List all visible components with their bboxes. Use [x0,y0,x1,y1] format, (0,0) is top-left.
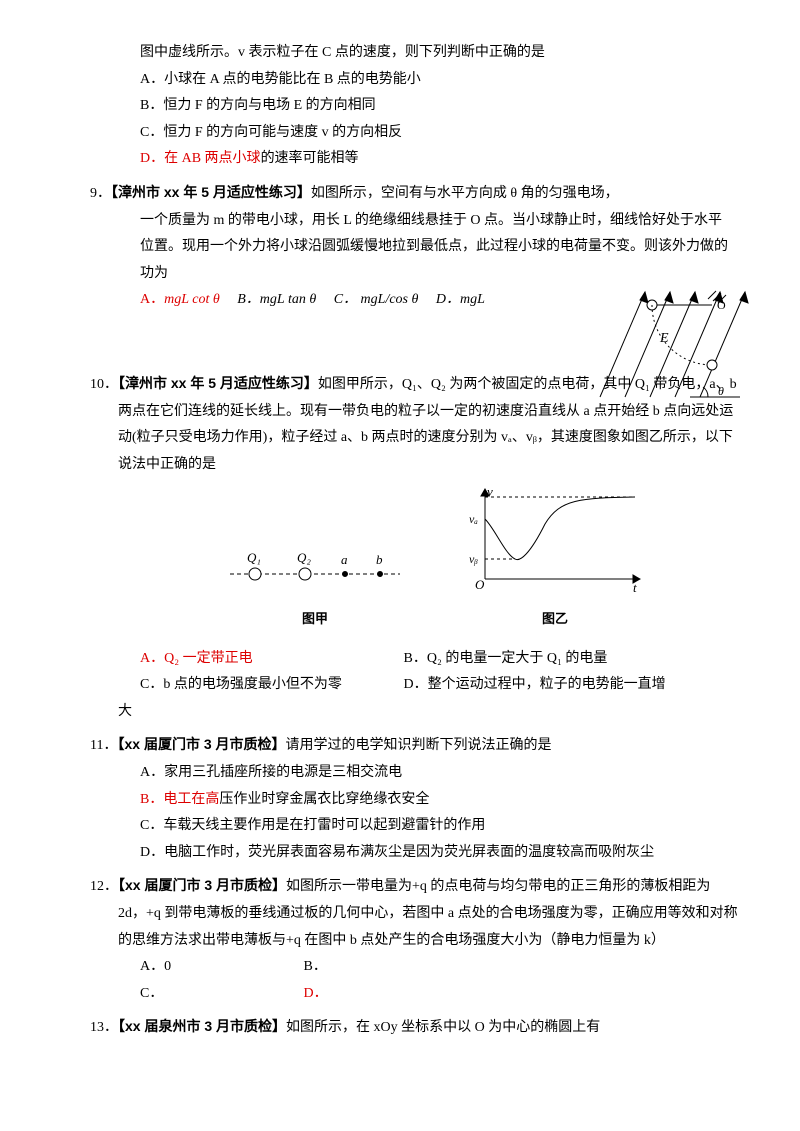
q12-optD: D． [304,986,328,1001]
q11-optB-rest: 压作业时穿金属衣比穿绝缘衣安全 [219,792,429,807]
cont-optA: A．小球在 A 点的电势能比在 B 点的电势能小 [140,67,740,94]
q10-Q2: Q₂ [297,550,311,565]
q10-optB: B．Q₂ 的电量一定大于 Q₁ 的电量 [404,651,608,666]
q10-fig1-cap: 图甲 [225,607,405,632]
cont-stem: 图中虚线所示。v 表示粒子在 C 点的速度，则下列判断中正确的是 [140,40,740,67]
q12-stem: 12．【xx 届厦门市 3 月市质检】如图所示一带电量为+q 的点电荷与均匀带电… [90,872,740,954]
q12-row1: A．0 B． [90,954,740,981]
q11-num: 11． [90,738,117,753]
q10-optA-pre: A． [140,651,164,666]
q10-optD2: 大 [90,699,740,726]
q9-src: 【漳州市 xx 年 5 月适应性练习】 [111,184,311,200]
q9-label-theta: θ [718,384,724,398]
q9-stem: 9．【漳州市 xx 年 5 月适应性练习】如图所示，空间有与水平方向成 θ 角的… [90,179,740,208]
q10-va: vₐ [469,512,478,526]
q11-src: 【xx 届厦门市 3 月市质检】 [117,736,285,752]
q9-optA-pre: A． [140,292,164,307]
cont-optD-rest: 的速率可能相等 [261,151,359,166]
q9-optB: B．mgL tan θ [237,292,316,307]
q12-optC: C． [140,981,300,1008]
q10-fig2-cap: 图乙 [465,607,645,632]
q9-optC: C． mgL/cos θ [334,292,419,307]
q11-optB-red: B．电工在高 [140,792,219,807]
q10-optA: A．Q₂ 一定带正电 [140,646,400,673]
cont-optD-red: D．在 AB 两点小球 [140,151,261,166]
q9-label-O: O [717,298,726,312]
q10-fig1: Q₁ Q₂ a b 图甲 [225,544,405,631]
q10-fig2-svg: v vₐ vᵦ t O [465,484,645,594]
q13-src: 【xx 届泉州市 3 月市质检】 [118,1018,286,1034]
q11-stem: 11．【xx 届厦门市 3 月市质检】请用学过的电学知识判断下列说法正确的是 [90,731,740,760]
q9-body2: 一个质量为 m 的带电小球，用长 L 的绝缘细线悬挂于 O 点。当小球静止时，细… [90,208,740,288]
q9-optA-txt: mgL cot θ [164,292,220,307]
q10-optD: D．整个运动过程中，粒子的电势能一直增 [404,677,666,692]
q11-optB: B．电工在高压作业时穿金属衣比穿绝缘衣安全 [90,787,740,814]
q10-fig1-svg: Q₁ Q₂ a b [225,544,405,594]
question-13: 13．【xx 届泉州市 3 月市质检】如图所示，在 xOy 坐标系中以 O 为中… [90,1013,740,1042]
q9-optA: A．mgL cot θ [140,292,220,307]
cont-optB: B．恒力 F 的方向与电场 E 的方向相同 [140,93,740,120]
q10-figures: Q₁ Q₂ a b 图甲 v [130,484,740,631]
q12-optB: B． [304,959,327,974]
q11-optD: D．电脑工作时，荧光屏表面容易布满灰尘是因为荧光屏表面的温度较高而吸附灰尘 [90,840,740,867]
q13-num: 13． [90,1020,118,1035]
question-9: 9．【漳州市 xx 年 5 月适应性练习】如图所示，空间有与水平方向成 θ 角的… [90,179,740,314]
q9-body1: 如图所示，空间有与水平方向成 θ 角的匀强电场， [311,186,619,201]
q10-num: 10． [90,377,118,392]
cont-optD: D．在 AB 两点小球的速率可能相等 [140,146,740,173]
question-10: 10．【漳州市 xx 年 5 月适应性练习】如图甲所示，Q₁、Q₂ 为两个被固定… [90,370,740,725]
q11-optC: C．车载天线主要作用是在打雷时可以起到避雷针的作用 [90,813,740,840]
q10-a: a [341,552,348,567]
q9-num: 9． [90,186,111,201]
q10-Q1: Q₁ [247,550,261,565]
q10-optC: C．b 点的电场强度最小但不为零 [140,672,400,699]
q13-body: 如图所示，在 xOy 坐标系中以 O 为中心的椭圆上有 [286,1020,600,1035]
q10-src: 【漳州市 xx 年 5 月适应性练习】 [118,375,318,391]
q10-opts-row2: C．b 点的电场强度最小但不为零 D．整个运动过程中，粒子的电势能一直增 [90,672,740,699]
q11-body: 请用学过的电学知识判断下列说法正确的是 [286,738,552,753]
q12-num: 12． [90,879,118,894]
q9-optD: D．mgL [436,292,485,307]
q12-row2: C． D． [90,981,740,1008]
q10-vb: vᵦ [469,552,478,566]
q9-figure: O E θ [590,287,750,418]
q12-src: 【xx 届厦门市 3 月市质检】 [118,877,286,893]
q10-v: v [487,484,493,499]
q12-optA: A．0 [140,954,300,981]
cont-optC: C．恒力 F 的方向可能与速度 v 的方向相反 [140,120,740,147]
q11-optA: A．家用三孔插座所接的电源是三相交流电 [90,760,740,787]
q9-options-row: A．mgL cot θ B．mgL tan θ C． mgL/cos θ D．m… [90,287,740,314]
q10-optA-txt: Q₂ 一定带正电 [164,651,253,666]
q10-b: b [376,552,383,567]
q9-svg: O E θ [590,287,750,407]
q10-fig2: v vₐ vᵦ t O 图乙 [465,484,645,631]
q9-label-E: E [659,331,669,346]
question-cont: 图中虚线所示。v 表示粒子在 C 点的速度，则下列判断中正确的是 A．小球在 A… [90,40,740,173]
q10-O: O [475,577,485,592]
q10-t: t [633,580,637,594]
question-11: 11．【xx 届厦门市 3 月市质检】请用学过的电学知识判断下列说法正确的是 A… [90,731,740,866]
q10-opts-row1: A．Q₂ 一定带正电 B．Q₂ 的电量一定大于 Q₁ 的电量 [90,646,740,673]
q13-stem: 13．【xx 届泉州市 3 月市质检】如图所示，在 xOy 坐标系中以 O 为中… [90,1013,740,1042]
question-12: 12．【xx 届厦门市 3 月市质检】如图所示一带电量为+q 的点电荷与均匀带电… [90,872,740,1007]
